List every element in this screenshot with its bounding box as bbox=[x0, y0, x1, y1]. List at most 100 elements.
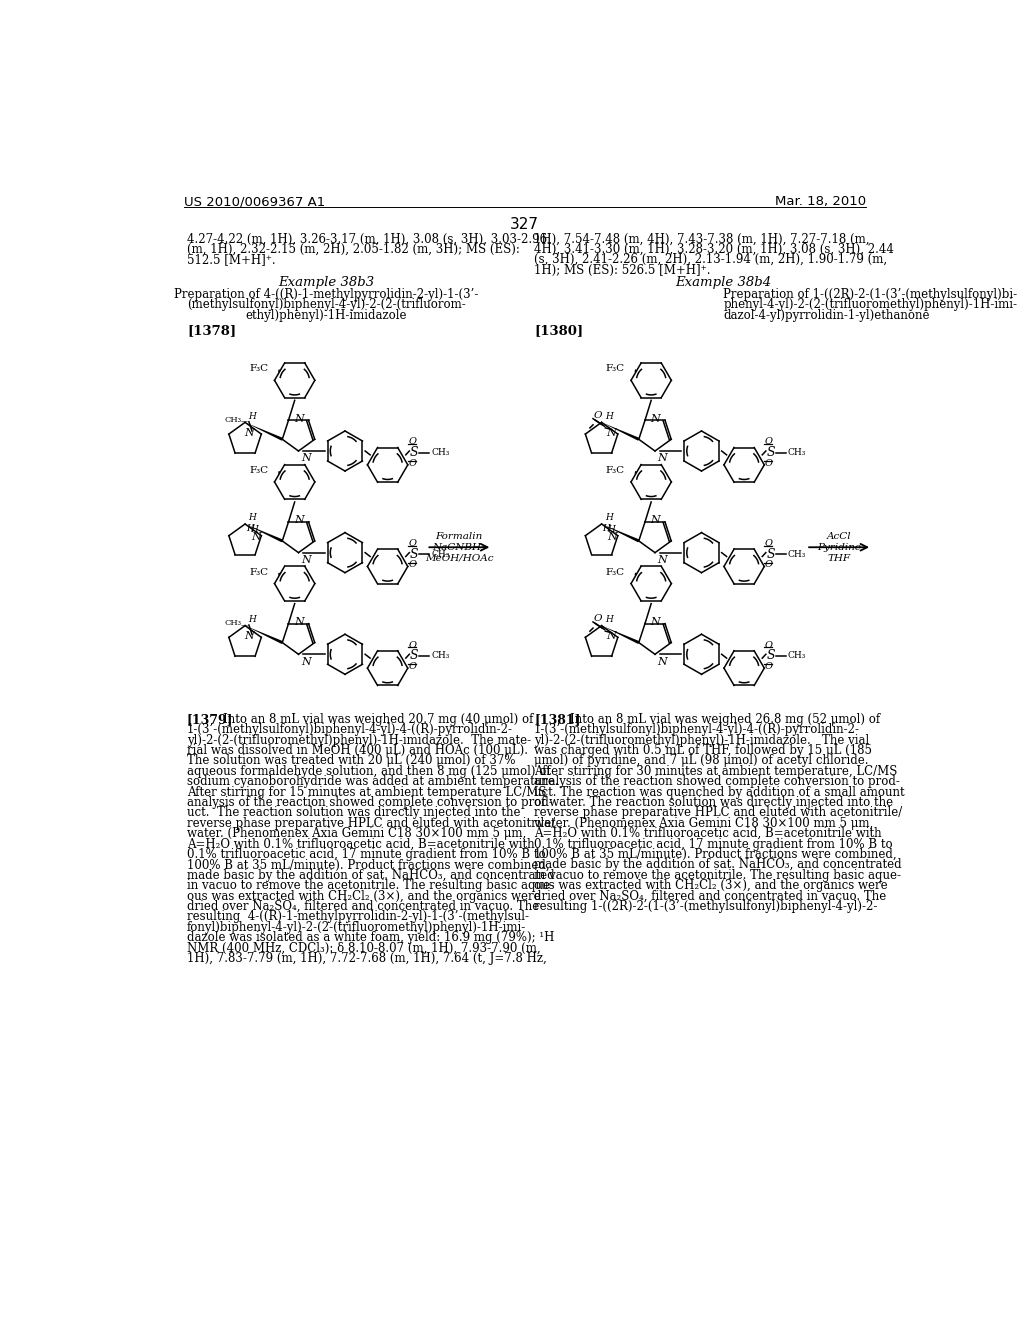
Polygon shape bbox=[601, 422, 639, 441]
Text: MeOH/HOAc: MeOH/HOAc bbox=[425, 553, 494, 562]
Text: rial was dissolved in MeOH (400 μL) and HOAc (100 μL).: rial was dissolved in MeOH (400 μL) and … bbox=[187, 744, 528, 756]
Text: 4H), 3.41-3.30 (m, 1H), 3.28-3.20 (m, 1H), 3.08 (s, 3H), 2.44: 4H), 3.41-3.30 (m, 1H), 3.28-3.20 (m, 1H… bbox=[535, 243, 894, 256]
Text: analysis of the reaction showed complete conversion to prod-: analysis of the reaction showed complete… bbox=[187, 796, 553, 809]
Text: uct.  The reaction solution was directly injected into the: uct. The reaction solution was directly … bbox=[187, 807, 520, 820]
Text: CH₃: CH₃ bbox=[224, 416, 241, 424]
Text: CH₃: CH₃ bbox=[431, 651, 450, 660]
Text: Preparation of 4-((R)-1-methylpyrrolidin-2-yl)-1-(3’-: Preparation of 4-((R)-1-methylpyrrolidin… bbox=[174, 288, 478, 301]
Text: N: N bbox=[244, 631, 254, 640]
Text: US 2010/0069367 A1: US 2010/0069367 A1 bbox=[183, 195, 325, 209]
Text: N: N bbox=[294, 413, 304, 424]
Text: H: H bbox=[248, 615, 256, 624]
Text: [1378]: [1378] bbox=[187, 323, 236, 337]
Text: N: N bbox=[650, 413, 660, 424]
Text: ous was extracted with CH₂Cl₂ (3×), and the organics were: ous was extracted with CH₂Cl₂ (3×), and … bbox=[187, 890, 541, 903]
Text: H: H bbox=[607, 525, 614, 535]
Text: O: O bbox=[593, 411, 602, 420]
Text: F₃C: F₃C bbox=[606, 466, 625, 475]
Text: O: O bbox=[765, 640, 773, 649]
Text: fonyl)biphenyl-4-yl)-2-(2-(trifluoromethyl)phenyl)-1H-imi-: fonyl)biphenyl-4-yl)-2-(2-(trifluorometh… bbox=[187, 921, 526, 933]
Text: water. (Phenomenex Axia Gemini C18 30×100 mm 5 μm,: water. (Phenomenex Axia Gemini C18 30×10… bbox=[535, 817, 873, 830]
Text: CH₃: CH₃ bbox=[431, 549, 450, 558]
Text: resulting  4-((R)-1-methylpyrrolidin-2-yl)-1-(3’-(methylsul-: resulting 4-((R)-1-methylpyrrolidin-2-yl… bbox=[187, 911, 529, 923]
Text: sodium cyanoborohydride was added at ambient temperature.: sodium cyanoborohydride was added at amb… bbox=[187, 775, 558, 788]
Text: H: H bbox=[248, 513, 256, 523]
Text: AcCl: AcCl bbox=[826, 532, 851, 541]
Text: F₃C: F₃C bbox=[249, 466, 268, 475]
Text: 1H), 7.83-7.79 (m, 1H), 7.72-7.68 (m, 1H), 7.64 (t, J=7.8 Hz,: 1H), 7.83-7.79 (m, 1H), 7.72-7.68 (m, 1H… bbox=[187, 952, 547, 965]
Text: H: H bbox=[248, 412, 256, 421]
Text: made basic by the addition of sat. NaHCO₃, and concentrated: made basic by the addition of sat. NaHCO… bbox=[187, 869, 555, 882]
Text: made basic by the addition of sat. NaHCO₃, and concentrated: made basic by the addition of sat. NaHCO… bbox=[535, 858, 902, 871]
Text: dried over Na₂SO₄, filtered and concentrated in vacuo. The: dried over Na₂SO₄, filtered and concentr… bbox=[187, 900, 540, 913]
Text: H: H bbox=[246, 524, 254, 533]
Text: 4.27-4.22 (m, 1H), 3.26-3.17 (m, 1H), 3.08 (s, 3H), 3.03-2.96: 4.27-4.22 (m, 1H), 3.26-3.17 (m, 1H), 3.… bbox=[187, 232, 547, 246]
Polygon shape bbox=[245, 626, 283, 644]
Text: H: H bbox=[605, 513, 612, 523]
Text: N: N bbox=[301, 554, 310, 565]
Polygon shape bbox=[601, 626, 639, 644]
Text: μmol) of pyridine, and 7 μL (98 μmol) of acetyl chloride.: μmol) of pyridine, and 7 μL (98 μmol) of… bbox=[535, 755, 868, 767]
Text: Mar. 18, 2010: Mar. 18, 2010 bbox=[775, 195, 866, 209]
Text: Example 38b4: Example 38b4 bbox=[675, 276, 771, 289]
Text: 1-(3’-(methylsulfonyl)biphenyl-4-yl)-4-((R)-pyrrolidin-2-: 1-(3’-(methylsulfonyl)biphenyl-4-yl)-4-(… bbox=[187, 723, 513, 737]
Text: 1-(3’-(methylsulfonyl)biphenyl-4-yl)-4-((R)-pyrrolidin-2-: 1-(3’-(methylsulfonyl)biphenyl-4-yl)-4-(… bbox=[535, 723, 860, 737]
Text: 100% B at 35 mL/minute). Product fractions were combined,: 100% B at 35 mL/minute). Product fractio… bbox=[187, 858, 550, 871]
Text: Pyridine: Pyridine bbox=[817, 543, 861, 552]
Text: F₃C: F₃C bbox=[249, 568, 268, 577]
Text: F₃C: F₃C bbox=[606, 568, 625, 577]
Text: 512.5 [M+H]⁺.: 512.5 [M+H]⁺. bbox=[187, 253, 275, 267]
Text: O: O bbox=[409, 539, 417, 548]
Text: yl)-2-(2-(trifluoromethyl)phenyl)-1H-imidazole.   The vial: yl)-2-(2-(trifluoromethyl)phenyl)-1H-imi… bbox=[535, 734, 869, 747]
Text: A=H₂O with 0.1% trifluoroacetic acid, B=acetonitrile with: A=H₂O with 0.1% trifluoroacetic acid, B=… bbox=[535, 828, 882, 840]
Text: S: S bbox=[766, 548, 775, 561]
Text: [1381]: [1381] bbox=[535, 713, 581, 726]
Text: uct. The reaction was quenched by addition of a small amount: uct. The reaction was quenched by additi… bbox=[535, 785, 905, 799]
Text: N: N bbox=[657, 453, 667, 463]
Text: A=H₂O with 0.1% trifluoroacetic acid, B=acetonitrile with: A=H₂O with 0.1% trifluoroacetic acid, B=… bbox=[187, 838, 535, 850]
Text: O: O bbox=[765, 459, 773, 467]
Text: S: S bbox=[410, 649, 418, 663]
Text: 0.1% trifluoroacetic acid, 17 minute gradient from 10% B to: 0.1% trifluoroacetic acid, 17 minute gra… bbox=[535, 838, 893, 850]
Text: CH₃: CH₃ bbox=[787, 447, 806, 457]
Text: phenyl-4-yl)-2-(2-(trifluoromethyl)phenyl)-1H-imi-: phenyl-4-yl)-2-(2-(trifluoromethyl)pheny… bbox=[723, 298, 1017, 312]
Text: N: N bbox=[657, 656, 667, 667]
Text: [1379]: [1379] bbox=[187, 713, 233, 726]
Text: analysis of the reaction showed complete conversion to prod-: analysis of the reaction showed complete… bbox=[535, 775, 900, 788]
Text: H: H bbox=[250, 525, 258, 535]
Text: water. (Phenomenex Axia Gemini C18 30×100 mm 5 μm,: water. (Phenomenex Axia Gemini C18 30×10… bbox=[187, 828, 526, 840]
Text: N: N bbox=[251, 532, 260, 543]
Text: NMR (400 MHz, CDCl₃): δ 8.10-8.07 (m, 1H), 7.93-7.90 (m,: NMR (400 MHz, CDCl₃): δ 8.10-8.07 (m, 1H… bbox=[187, 941, 541, 954]
Text: ous was extracted with CH₂Cl₂ (3×), and the organics were: ous was extracted with CH₂Cl₂ (3×), and … bbox=[535, 879, 888, 892]
Polygon shape bbox=[601, 524, 639, 543]
Text: The solution was treated with 20 μL (240 μmol) of 37%: The solution was treated with 20 μL (240… bbox=[187, 755, 515, 767]
Text: dried over Na₂SO₄, filtered and concentrated in vacuo. The: dried over Na₂SO₄, filtered and concentr… bbox=[535, 890, 887, 903]
Text: was charged with 0.5 mL of THF, followed by 15 μL (185: was charged with 0.5 mL of THF, followed… bbox=[535, 744, 872, 756]
Text: N: N bbox=[294, 616, 304, 627]
Text: dazol-4-yl)pyrrolidin-1-yl)ethanone: dazol-4-yl)pyrrolidin-1-yl)ethanone bbox=[723, 309, 930, 322]
Text: —: — bbox=[241, 622, 248, 628]
Polygon shape bbox=[245, 524, 283, 543]
Text: NaCNBH₃: NaCNBH₃ bbox=[432, 543, 485, 552]
Text: Into an 8 mL vial was weighed 20.7 mg (40 μmol) of: Into an 8 mL vial was weighed 20.7 mg (4… bbox=[222, 713, 532, 726]
Text: in vacuo to remove the acetonitrile. The resulting basic aque-: in vacuo to remove the acetonitrile. The… bbox=[187, 879, 554, 892]
Text: N: N bbox=[606, 428, 616, 437]
Text: THF: THF bbox=[827, 553, 850, 562]
Text: N: N bbox=[301, 453, 310, 463]
Text: N: N bbox=[650, 515, 660, 525]
Text: N: N bbox=[650, 616, 660, 627]
Text: N: N bbox=[294, 515, 304, 525]
Text: N: N bbox=[606, 631, 616, 640]
Text: O: O bbox=[409, 663, 417, 671]
Text: H: H bbox=[605, 412, 612, 421]
Text: Formalin: Formalin bbox=[435, 532, 482, 541]
Text: CH₃: CH₃ bbox=[787, 651, 806, 660]
Text: yl)-2-(2-(trifluoromethyl)phenyl)-1H-imidazole.  The mate-: yl)-2-(2-(trifluoromethyl)phenyl)-1H-imi… bbox=[187, 734, 531, 747]
Text: (s, 3H), 2.41-2.26 (m, 2H), 2.13-1.94 (m, 2H), 1.90-1.79 (m,: (s, 3H), 2.41-2.26 (m, 2H), 2.13-1.94 (m… bbox=[535, 253, 887, 267]
Text: N: N bbox=[244, 428, 254, 437]
Text: N: N bbox=[301, 656, 310, 667]
Text: of water. The reaction solution was directly injected into the: of water. The reaction solution was dire… bbox=[535, 796, 893, 809]
Text: 1H), 7.54-7.48 (m, 4H), 7.43-7.38 (m, 1H), 7.27-7.18 (m,: 1H), 7.54-7.48 (m, 4H), 7.43-7.38 (m, 1H… bbox=[535, 232, 869, 246]
Text: aqueous formaldehyde solution, and then 8 mg (125 μmol) of: aqueous formaldehyde solution, and then … bbox=[187, 764, 551, 777]
Text: [1380]: [1380] bbox=[535, 323, 584, 337]
